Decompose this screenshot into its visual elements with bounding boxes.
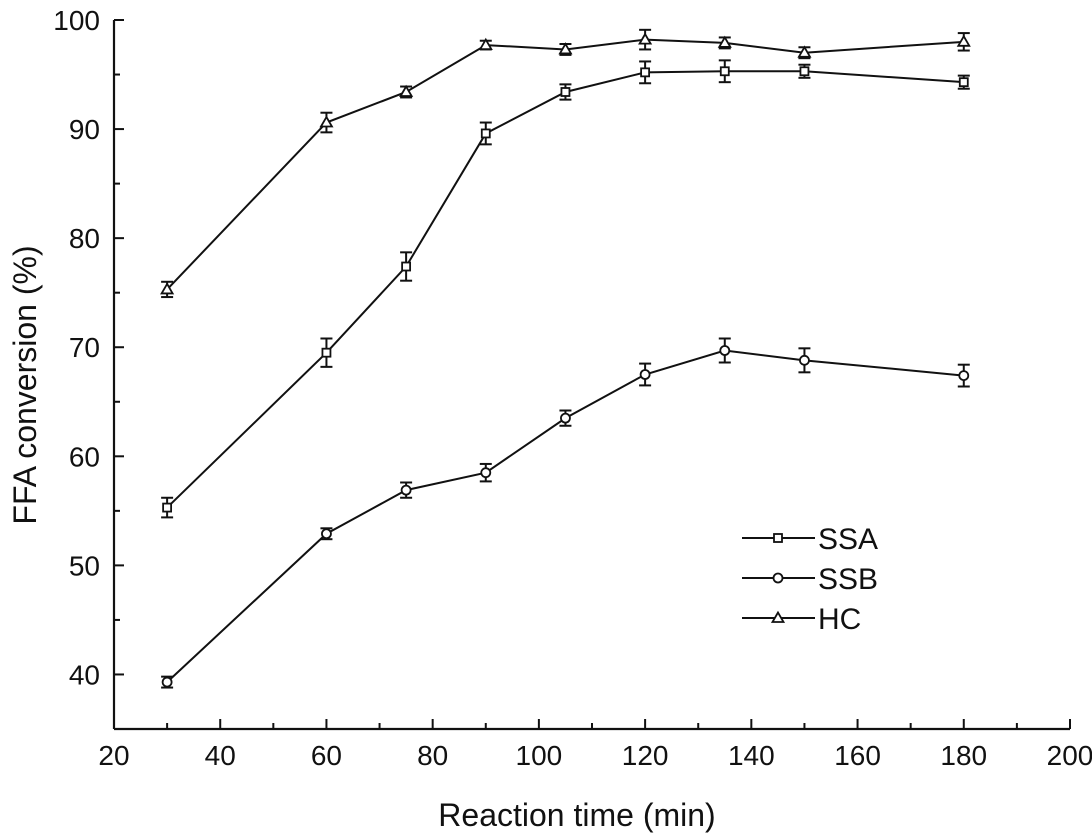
series-hc-point <box>956 34 971 47</box>
series-hc <box>160 28 971 299</box>
series-ssb-point <box>161 676 173 688</box>
series-hc-point <box>797 45 812 58</box>
x-tick-label: 140 <box>728 740 775 771</box>
series-ssb-point <box>560 412 571 424</box>
legend-marker <box>772 572 784 584</box>
x-tick-label: 40 <box>205 740 236 771</box>
x-tick-label: 120 <box>622 740 669 771</box>
series-ssb-point <box>480 467 492 479</box>
series-ssb-point <box>719 345 731 356</box>
series-ssb-point <box>639 369 651 380</box>
series-hc-point <box>558 42 573 55</box>
legend-item-ssb: SSB <box>742 563 878 596</box>
x-axis-label: Reaction time (min) <box>438 797 715 833</box>
x-tick-label: 20 <box>98 740 129 771</box>
series-ssa-point <box>640 67 651 78</box>
series-hc-point <box>478 37 493 50</box>
legend-label: SSA <box>818 523 878 556</box>
series-ssa-point <box>560 87 571 97</box>
y-tick-label: 40 <box>69 659 100 690</box>
y-tick-label: 90 <box>69 114 100 145</box>
legend-marker <box>773 533 783 543</box>
legend: SSA SSB HC <box>742 523 878 636</box>
y-tick-label: 70 <box>69 332 100 363</box>
legend-item-hc: HC <box>742 603 861 636</box>
legend-label: HC <box>818 603 861 636</box>
series-hc-point <box>160 282 175 295</box>
series-ssb-point <box>321 528 332 540</box>
legend-label: SSB <box>818 563 878 596</box>
series-hc-point <box>638 32 653 45</box>
series-ssb-point <box>958 370 970 381</box>
ticks: 20 40 60 80 100 120 140 160 180 200 40 50 60 70 80 90 10… <box>53 5 1092 771</box>
series-ssb <box>161 337 970 689</box>
series-ssa-point <box>799 66 810 77</box>
x-tick-label: 180 <box>940 740 987 771</box>
plot-area <box>160 28 971 689</box>
series-hc-line <box>166 38 964 291</box>
series-hc-point <box>717 35 732 48</box>
legend-item-ssa: SSA <box>742 523 878 556</box>
series-ssa-line <box>166 70 964 509</box>
x-tick-label: 100 <box>516 740 563 771</box>
series-ssb-point <box>400 484 412 496</box>
series-ssa <box>161 59 970 519</box>
y-tick-label: 100 <box>53 5 100 36</box>
axes <box>112 20 1070 731</box>
y-tick-label: 80 <box>69 223 100 254</box>
x-tick-label: 80 <box>417 740 448 771</box>
series-ssa-point <box>321 347 332 358</box>
legend-marker <box>770 610 786 623</box>
x-tick-label: 60 <box>311 740 342 771</box>
x-tick-label: 200 <box>1047 740 1092 771</box>
y-tick-label: 60 <box>69 441 100 472</box>
series-ssa-point <box>480 128 491 139</box>
series-ssa-point <box>401 261 412 272</box>
x-tick-label: 160 <box>834 740 881 771</box>
series-ssa-point <box>162 502 173 513</box>
series-ssb-point <box>799 354 810 366</box>
y-tick-label: 50 <box>69 550 100 581</box>
series-ssa-point <box>719 66 730 77</box>
series-ssa-point <box>958 77 969 88</box>
y-axis-label: FFA conversion (%) <box>7 245 43 524</box>
series-hc-point <box>399 84 414 97</box>
series-hc-point <box>319 115 334 128</box>
